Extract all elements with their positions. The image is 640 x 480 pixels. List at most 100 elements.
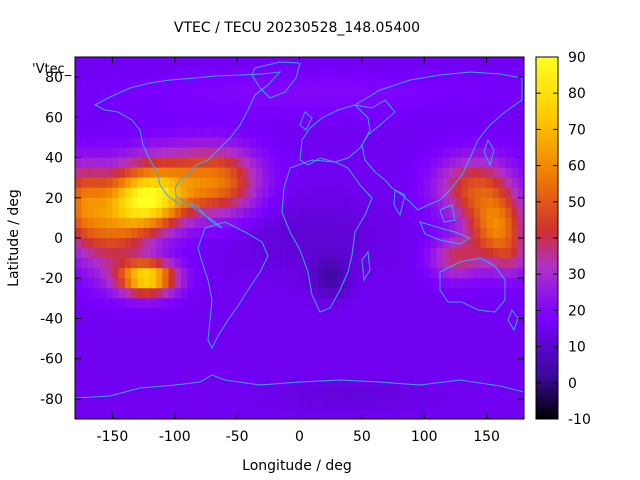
heatmap-cell: [311, 67, 319, 78]
heatmap-cell: [224, 258, 232, 269]
heatmap-cell: [181, 207, 188, 219]
heatmap-cell: [361, 107, 369, 118]
heatmap-cell: [199, 97, 207, 108]
heatmap-cell: [386, 77, 394, 88]
heatmap-cell: [243, 197, 251, 209]
heatmap-cell: [386, 97, 394, 108]
heatmap-cell: [181, 278, 188, 289]
y-tick-label: 60: [45, 110, 63, 126]
heatmap-cell: [455, 167, 463, 179]
heatmap-cell: [467, 268, 475, 279]
heatmap-cell: [187, 338, 195, 350]
heatmap-cell: [193, 338, 201, 350]
heatmap-cell: [393, 227, 400, 239]
heatmap-cell: [405, 107, 413, 118]
heatmap-cell: [162, 227, 170, 239]
heatmap-cell: [262, 137, 269, 149]
heatmap-cell: [93, 238, 101, 249]
heatmap-cell: [243, 328, 251, 340]
heatmap-cell: [336, 177, 344, 189]
heatmap-cell: [187, 328, 195, 340]
heatmap-cell: [243, 177, 251, 189]
heatmap-cell: [374, 408, 382, 419]
heatmap-cell: [511, 288, 519, 299]
heatmap-cell: [349, 97, 357, 108]
heatmap-cell: [205, 288, 213, 299]
heatmap-cell: [218, 278, 226, 289]
heatmap-cell: [417, 87, 425, 98]
heatmap-cell: [199, 177, 207, 189]
heatmap-cell: [156, 157, 163, 169]
heatmap-cell: [499, 308, 506, 320]
heatmap-cell: [112, 197, 120, 209]
heatmap-cell: [455, 217, 463, 229]
heatmap-cell: [280, 137, 288, 149]
heatmap-cell: [480, 67, 488, 78]
heatmap-cell: [480, 408, 488, 419]
heatmap-cell: [156, 167, 163, 179]
heatmap-cell: [112, 127, 120, 139]
heatmap-cell: [255, 358, 263, 370]
heatmap-cell: [118, 217, 126, 229]
heatmap-cell: [193, 177, 201, 189]
heatmap-cell: [162, 127, 170, 139]
heatmap-cell: [243, 137, 251, 149]
heatmap-cell: [255, 308, 263, 320]
heatmap-cell: [293, 177, 301, 189]
heatmap-cell: [293, 137, 301, 149]
heatmap-cell: [480, 207, 488, 219]
heatmap-cell: [212, 117, 220, 128]
heatmap-cell: [168, 278, 176, 289]
heatmap-cell: [461, 378, 469, 390]
heatmap-cell: [118, 328, 126, 340]
heatmap-cell: [156, 348, 163, 360]
heatmap-cell: [205, 268, 213, 279]
heatmap-cell: [118, 268, 126, 279]
heatmap-cell: [230, 197, 238, 209]
heatmap-cell: [430, 268, 438, 279]
heatmap-cell: [112, 248, 120, 259]
heatmap-cell: [324, 107, 332, 118]
heatmap-cell: [442, 127, 450, 139]
heatmap-cell: [499, 258, 506, 269]
heatmap-cell: [124, 308, 132, 320]
heatmap-cell: [505, 207, 513, 219]
heatmap-cell: [293, 378, 301, 390]
heatmap-cell: [199, 378, 207, 390]
heatmap-cell: [368, 258, 375, 269]
heatmap-cell: [380, 388, 388, 400]
heatmap-cell: [492, 318, 500, 330]
heatmap-cell: [193, 288, 201, 299]
heatmap-cell: [205, 388, 213, 400]
heatmap-cell: [511, 147, 519, 159]
heatmap-cell: [124, 278, 132, 289]
heatmap-cell: [99, 157, 107, 169]
heatmap-cell: [368, 127, 375, 139]
heatmap-cell: [430, 358, 438, 370]
heatmap-cell: [511, 378, 519, 390]
heatmap-cell: [99, 147, 107, 159]
heatmap-cell: [336, 217, 344, 229]
heatmap-cell: [499, 77, 506, 88]
heatmap-cell: [517, 127, 524, 139]
heatmap-cell: [156, 67, 163, 78]
heatmap-cell: [99, 227, 107, 239]
heatmap-cell: [249, 338, 257, 350]
heatmap-cell: [499, 157, 506, 169]
heatmap-cell: [293, 77, 301, 88]
heatmap-cell: [505, 157, 513, 169]
heatmap-cell: [499, 67, 506, 78]
heatmap-cell: [330, 328, 338, 340]
heatmap-cell: [99, 97, 107, 108]
heatmap-cell: [343, 227, 350, 239]
heatmap-cell: [137, 298, 145, 309]
heatmap-cell: [455, 57, 463, 68]
heatmap-cell: [81, 187, 89, 199]
heatmap-cell: [293, 308, 301, 320]
heatmap-cell: [174, 77, 182, 88]
heatmap-cell: [199, 288, 207, 299]
heatmap-cell: [268, 268, 276, 279]
heatmap-cell: [436, 177, 444, 189]
heatmap-cell: [480, 248, 488, 259]
